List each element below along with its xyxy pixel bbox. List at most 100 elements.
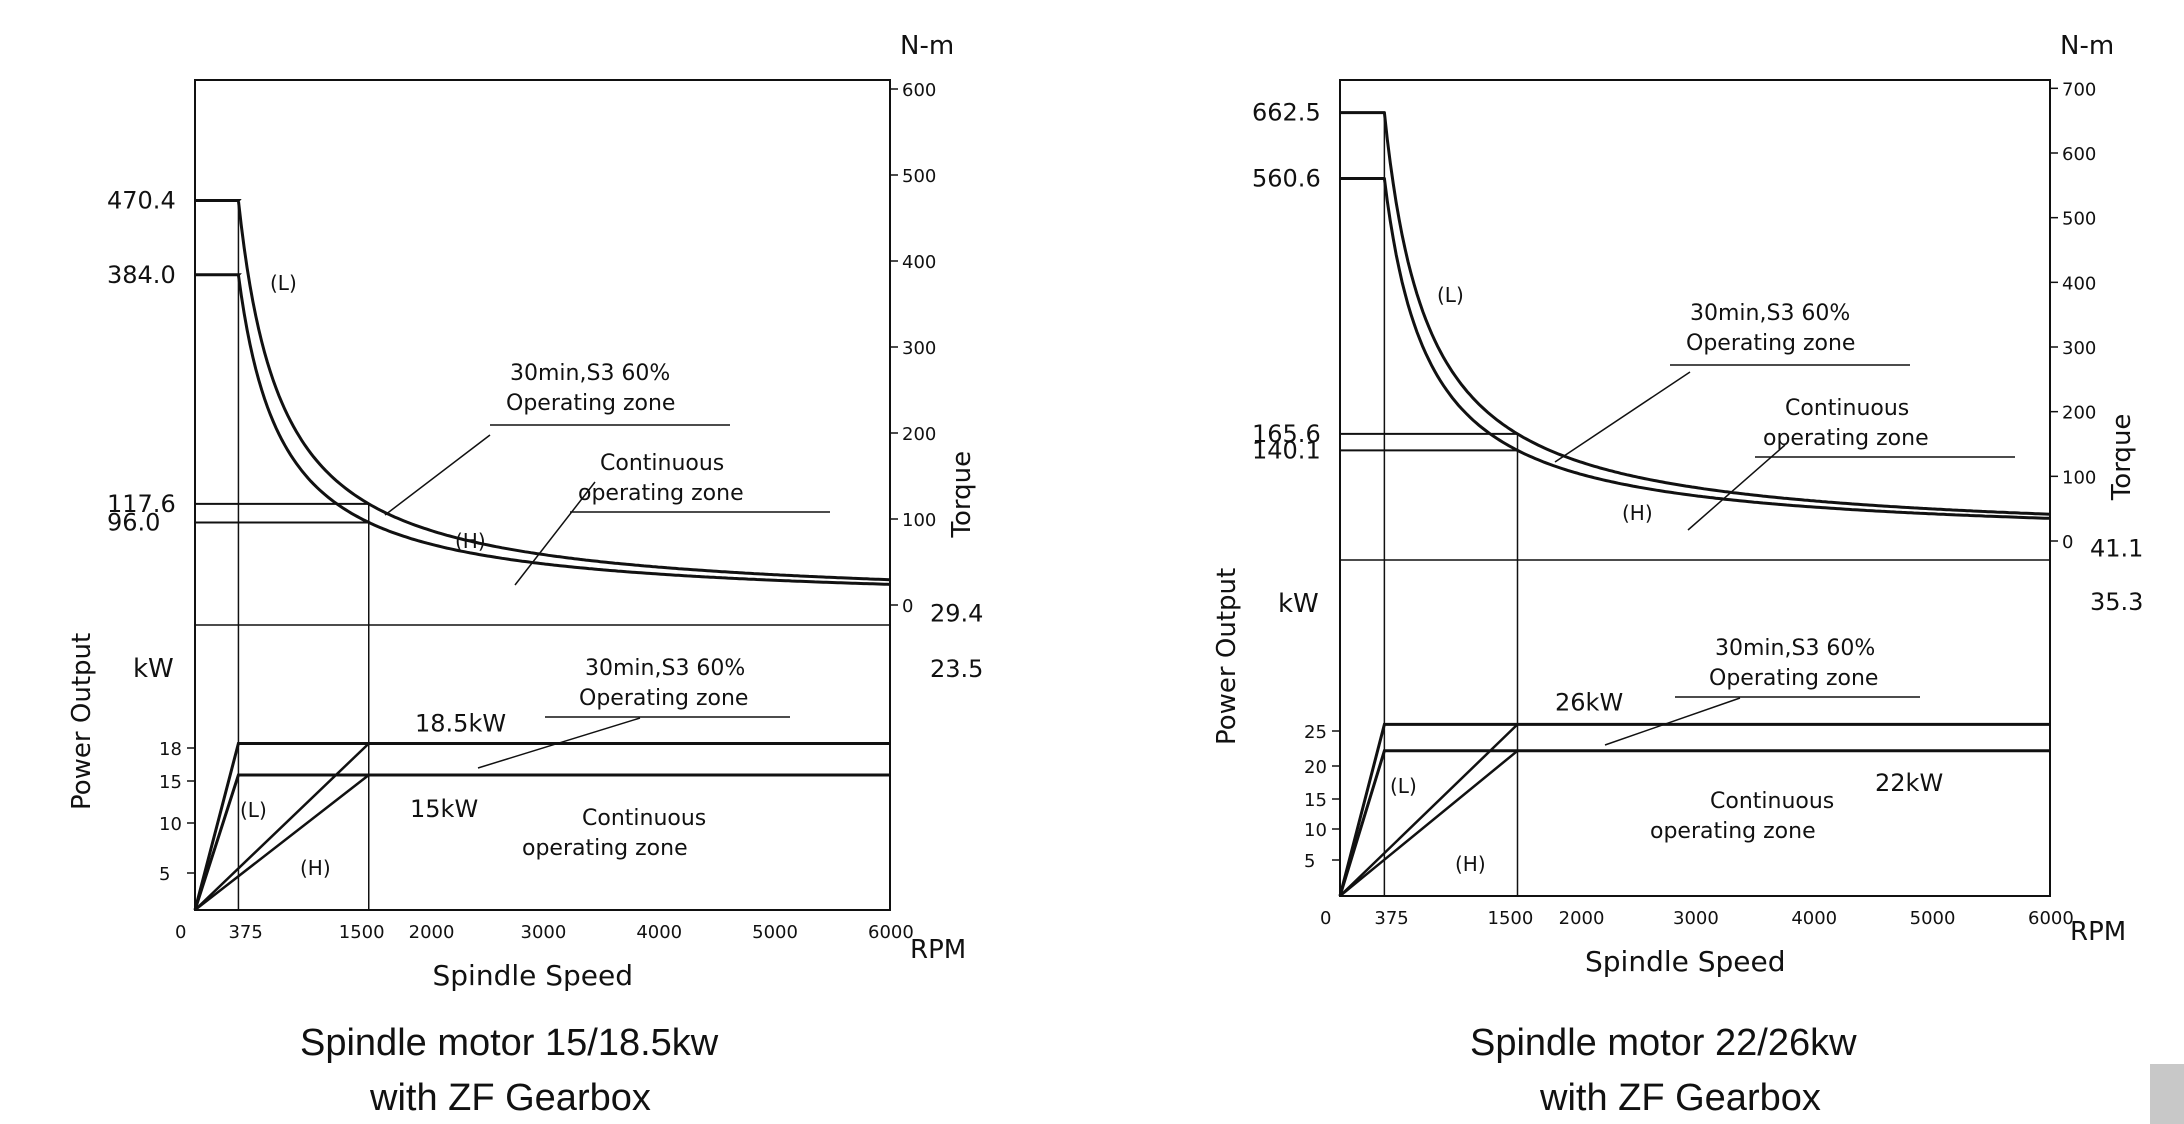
torque-axis-title: Torque	[2107, 414, 2137, 502]
chart-caption: with ZF Gearbox	[1539, 1077, 1821, 1119]
torque-curve-label-l: (L)	[270, 271, 297, 295]
power-s3-zone-label: Operating zone	[1709, 666, 1878, 691]
power-continuous-value-label: 15kW	[410, 795, 478, 823]
x-unit: RPM	[2070, 917, 2126, 947]
torque-unit: N-m	[2060, 31, 2114, 61]
power-s3-value-label: 18.5kW	[415, 710, 506, 738]
power-tick-label: 15	[1304, 790, 1327, 811]
power-tick-label: 10	[159, 814, 182, 835]
chart-panel-2: 0100200300400500600700N-mTorque662.5560.…	[1212, 31, 2143, 1119]
x-tick-label: 0	[175, 922, 186, 943]
x-unit: RPM	[910, 935, 966, 965]
power-continuous-zone-label: operating zone	[1650, 819, 1816, 844]
torque-tick-label: 200	[902, 424, 936, 445]
torque-tick-label: 400	[2062, 273, 2096, 294]
x-tick-label: 5000	[1910, 908, 1956, 929]
plot-frame	[195, 80, 890, 910]
torque-curve-label-l: (L)	[1437, 283, 1464, 307]
power-tick-label: 20	[1304, 757, 1327, 778]
torque-end-label: 29.4	[930, 600, 983, 628]
torque-tick-label: 600	[902, 80, 936, 101]
power-continuous-zone-label: operating zone	[522, 836, 688, 861]
power-ramp-h	[1340, 751, 1518, 896]
power-axis-title: Power Output	[67, 633, 97, 810]
x-axis-title: Spindle Speed	[433, 959, 634, 992]
torque-tick-label: 600	[2062, 144, 2096, 165]
corner-tab	[2150, 1064, 2184, 1124]
torque-curve-label-h: (H)	[455, 529, 486, 553]
x-axis-title: Spindle Speed	[1585, 945, 1786, 978]
torque-tick-label: 300	[2062, 338, 2096, 359]
x-tick-label: 375	[228, 922, 262, 943]
power-s3-zone-label: Operating zone	[579, 686, 748, 711]
power-curve-label-h: (H)	[1455, 852, 1486, 876]
x-tick-label: 4000	[636, 922, 682, 943]
power-curve-s3	[195, 744, 890, 911]
chart-caption: with ZF Gearbox	[369, 1077, 651, 1119]
torque-tick-label: 700	[2062, 79, 2096, 100]
torque-s3-zone-label: Operating zone	[506, 391, 675, 416]
torque-continuous-zone-label: operating zone	[578, 481, 744, 506]
x-tick-label: 0	[1320, 908, 1331, 929]
chart-caption: Spindle motor 15/18.5kw	[300, 1022, 719, 1064]
torque-value-label: 662.5	[1252, 99, 1321, 127]
annotation-leader	[1605, 698, 1740, 745]
x-tick-label: 4000	[1791, 908, 1837, 929]
torque-continuous-zone-label: operating zone	[1763, 426, 1929, 451]
power-tick-label: 5	[1304, 851, 1315, 872]
torque-tick-label: 400	[902, 252, 936, 273]
torque-value-label: 560.6	[1252, 164, 1321, 192]
power-tick-label: 25	[1304, 722, 1327, 743]
power-s3-value-label: 26kW	[1555, 688, 1623, 716]
annotation-leader	[1555, 372, 1690, 462]
torque-tick-label: 0	[2062, 532, 2073, 553]
torque-s3-zone-label: 30min,S3 60%	[510, 361, 670, 386]
torque-value-label: 470.4	[107, 186, 176, 214]
power-continuous-zone-label: Continuous	[582, 806, 706, 831]
x-tick-label: 1500	[1488, 908, 1534, 929]
power-curve-label-l: (L)	[1390, 774, 1417, 798]
chart-panel-1: 0100200300400500600N-mTorque470.4384.011…	[67, 31, 983, 1119]
torque-s3-zone-label: 30min,S3 60%	[1690, 301, 1850, 326]
x-tick-label: 2000	[409, 922, 455, 943]
torque-tick-label: 100	[902, 510, 936, 531]
torque-curve-continuous	[195, 275, 890, 585]
power-curve-label-h: (H)	[300, 856, 331, 880]
power-ramp-h	[195, 775, 369, 910]
power-continuous-value-label: 22kW	[1875, 769, 1943, 797]
torque-value-label: 96.0	[107, 508, 160, 536]
torque-axis-title: Torque	[947, 451, 977, 539]
power-s3-zone-label: 30min,S3 60%	[1715, 636, 1875, 661]
x-tick-label: 3000	[521, 922, 567, 943]
power-tick-label: 18	[159, 739, 182, 760]
power-s3-zone-label: 30min,S3 60%	[585, 656, 745, 681]
torque-tick-label: 500	[902, 166, 936, 187]
torque-tick-label: 500	[2062, 209, 2096, 230]
power-axis-title: Power Output	[1212, 568, 1242, 745]
x-tick-label: 6000	[868, 922, 914, 943]
annotation-leader	[515, 482, 595, 585]
power-continuous-zone-label: Continuous	[1710, 789, 1834, 814]
torque-value-label: 384.0	[107, 261, 176, 289]
torque-end-label: 23.5	[930, 655, 983, 683]
power-tick-label: 10	[1304, 820, 1327, 841]
x-tick-label: 375	[1374, 908, 1408, 929]
torque-unit: N-m	[900, 31, 954, 61]
power-tick-label: 15	[159, 772, 182, 793]
torque-end-label: 35.3	[2090, 588, 2143, 616]
torque-value-label: 140.1	[1252, 436, 1321, 464]
torque-continuous-zone-label: Continuous	[600, 451, 724, 476]
power-curve-label-l: (L)	[240, 798, 267, 822]
power-tick-label: 5	[159, 864, 170, 885]
x-tick-label: 3000	[1673, 908, 1719, 929]
annotation-leader	[385, 435, 490, 515]
x-tick-label: 6000	[2028, 908, 2074, 929]
torque-tick-label: 300	[902, 338, 936, 359]
power-unit: kW	[1278, 589, 1319, 619]
x-tick-label: 1500	[339, 922, 385, 943]
power-unit: kW	[133, 654, 174, 684]
torque-tick-label: 200	[2062, 403, 2096, 424]
torque-tick-label: 0	[902, 596, 913, 617]
chart-caption: Spindle motor 22/26kw	[1470, 1022, 1857, 1064]
